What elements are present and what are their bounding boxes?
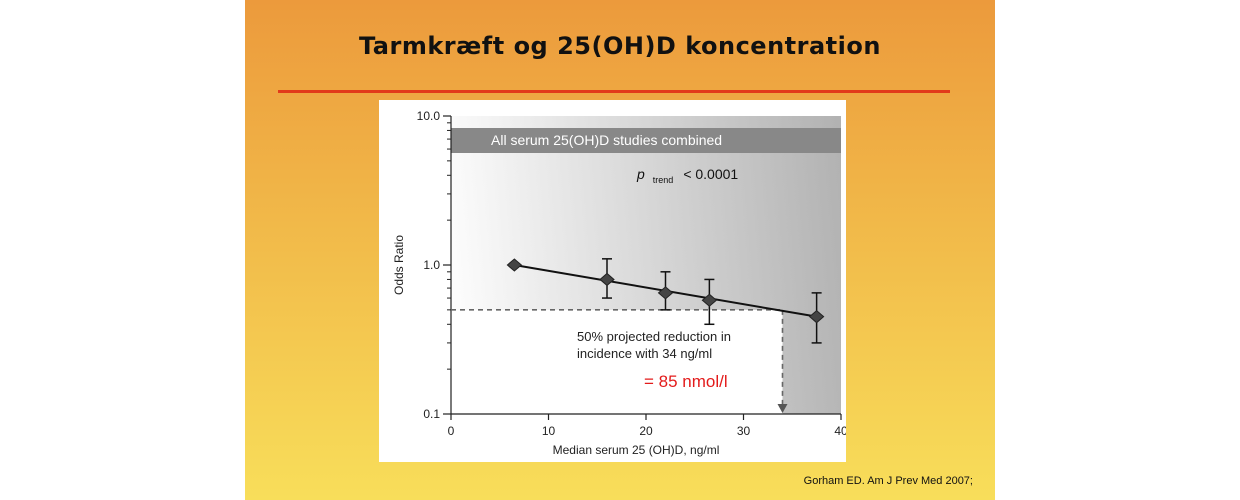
x-tick-label: 10 — [542, 424, 556, 438]
odds-ratio-chart: All serum 25(OH)D studies combined p trend… — [392, 109, 846, 457]
y-tick-label: 0.1 — [423, 407, 440, 421]
data-point — [599, 272, 615, 287]
slide: Tarmkræft og 25(OH)D koncentration All s… — [245, 0, 995, 500]
y-axis-label: Odds Ratio — [392, 235, 406, 295]
x-tick-label: 20 — [639, 424, 653, 438]
annotation-red: = 85 nmol/l — [644, 372, 728, 391]
data-point — [657, 286, 674, 300]
x-tick-label: 40 — [834, 424, 846, 438]
data-point — [808, 310, 825, 324]
banner — [451, 128, 841, 153]
banner-text: All serum 25(OH)D studies combined — [491, 132, 722, 148]
chart-panel: All serum 25(OH)D studies combined p trend… — [379, 100, 846, 462]
x-tick-label: 30 — [737, 424, 751, 438]
y-tick-label: 1.0 — [423, 258, 440, 272]
title-divider — [278, 90, 950, 93]
slide-title: Tarmkræft og 25(OH)D koncentration — [359, 32, 881, 60]
citation: Gorham ED. Am J Prev Med 2007; — [803, 475, 973, 487]
data-point — [701, 293, 718, 307]
projection-arrow — [777, 404, 788, 413]
p-trend-label: p trend < 0.0001 — [636, 166, 738, 185]
annotation-line: 50% projected reduction in — [577, 329, 731, 344]
x-axis-label: Median serum 25 (OH)D, ng/ml — [553, 443, 720, 457]
annotation-line: incidence with 34 ng/ml — [577, 346, 712, 361]
projection-area — [451, 309, 783, 414]
y-tick-label: 10.0 — [417, 109, 441, 123]
x-tick-label: 0 — [448, 424, 455, 438]
data-point — [506, 258, 523, 272]
